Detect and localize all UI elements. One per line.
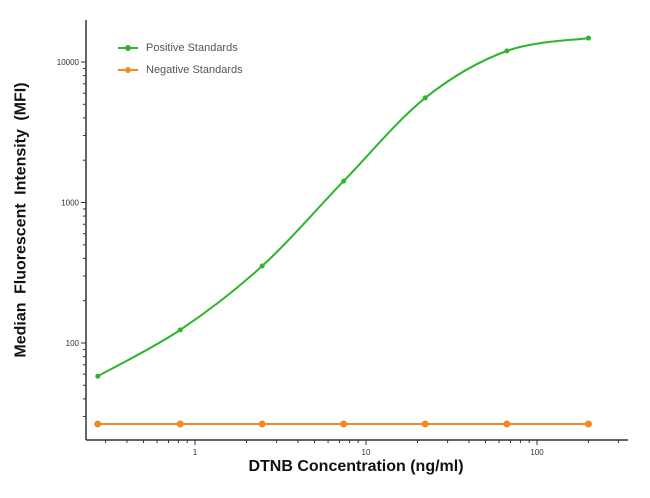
y-tick-label: 10000 — [57, 58, 80, 67]
positive-data-point — [177, 327, 183, 333]
legend-item-negative: Negative Standards — [118, 59, 243, 81]
axes: 100 1000 10000 1 10 100 — [57, 20, 628, 457]
positive-data-point — [95, 373, 101, 379]
y-tick-label: 100 — [66, 339, 80, 348]
negative-data-point — [258, 420, 266, 428]
positive-data-point — [259, 263, 265, 269]
negative-data-point — [584, 420, 592, 428]
x-tick-label: 10 — [362, 448, 371, 457]
legend-item-positive: Positive Standards — [118, 37, 243, 59]
y-tick-label: 1000 — [61, 199, 79, 208]
x-axis-label: DTNB Concentration (ng/ml) — [248, 458, 464, 475]
negative-data-point — [94, 420, 102, 428]
positive-data-point — [422, 95, 428, 101]
positive-standards-curve — [97, 37, 589, 378]
negative-data-point — [176, 420, 184, 428]
negative-data-point — [340, 420, 348, 428]
series-layer — [94, 35, 592, 428]
x-tick-label: 100 — [530, 448, 544, 457]
x-tick-label: 1 — [193, 448, 198, 457]
positive-data-point — [585, 35, 591, 41]
positive-data-point — [341, 178, 347, 184]
negative-data-point — [503, 420, 511, 428]
legend-swatch-positive-icon — [118, 43, 138, 53]
positive-data-point — [504, 48, 510, 54]
legend: Positive Standards Negative Standards — [118, 37, 243, 81]
y-axis-label: Median Fluorescent Intensity (MFI) — [13, 82, 31, 358]
legend-swatch-negative-icon — [118, 65, 138, 75]
negative-data-point — [421, 420, 429, 428]
